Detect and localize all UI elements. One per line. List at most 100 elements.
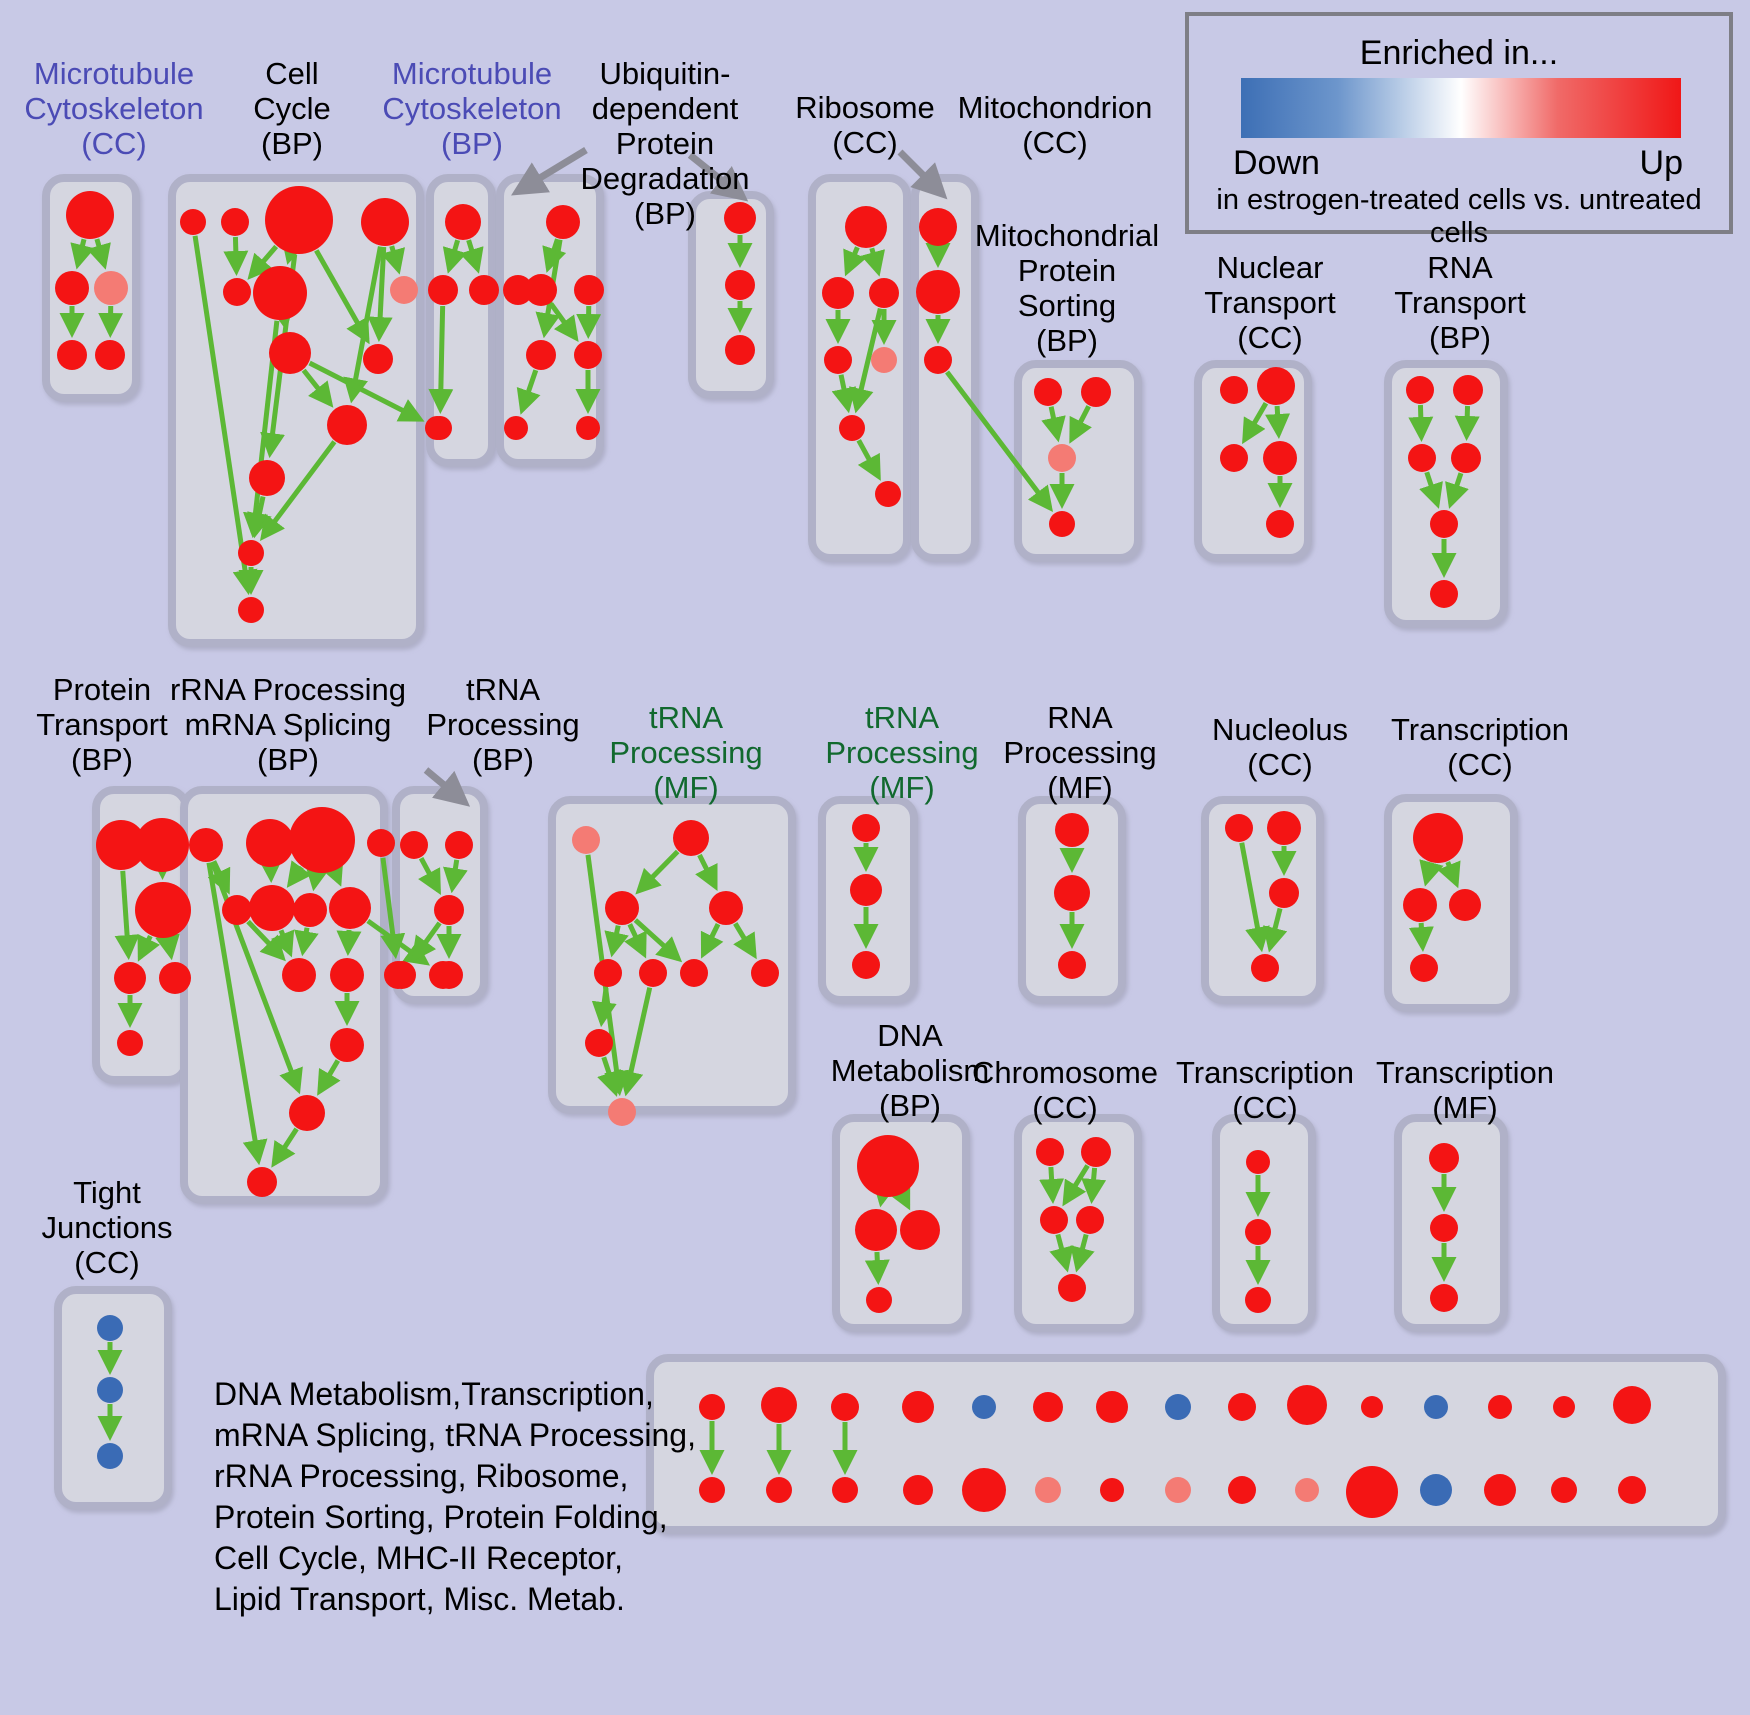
network-edge <box>864 1251 890 1286</box>
network-edge <box>223 236 249 277</box>
network-node <box>329 887 371 929</box>
cluster-label-protein-transport-bp: Protein Transport (BP) <box>36 672 168 777</box>
network-node <box>1484 1474 1516 1506</box>
network-node <box>388 961 416 989</box>
network-node <box>246 819 294 867</box>
network-node <box>367 829 395 857</box>
legend-color-bar <box>1241 78 1681 138</box>
legend-subtitle: in estrogen-treated cells vs. untreated … <box>1216 184 1702 249</box>
network-node <box>919 208 957 246</box>
network-node <box>1287 1385 1327 1425</box>
network-edge <box>343 246 383 404</box>
network-node <box>390 276 418 304</box>
annotation-pointer-arrow <box>423 767 471 807</box>
network-node <box>222 895 252 925</box>
network-node <box>1225 814 1253 842</box>
network-node <box>1058 951 1086 979</box>
network-node <box>96 820 146 870</box>
network-edge <box>294 927 319 957</box>
network-node <box>761 1387 797 1423</box>
cluster-label-chromosome-cc: Chromosome (CC) <box>971 1055 1159 1125</box>
network-node <box>1049 511 1075 537</box>
network-node <box>503 275 533 305</box>
cluster-nodes <box>55 186 1651 1518</box>
network-node <box>1263 441 1297 475</box>
network-edge <box>137 933 161 962</box>
network-node <box>1408 444 1436 472</box>
network-node <box>1048 444 1076 472</box>
cluster-label-trna-processing-bp: tRNA Processing (BP) <box>426 672 580 777</box>
network-edge <box>301 368 334 408</box>
network-node <box>1346 1466 1398 1518</box>
network-edge <box>597 1056 621 1097</box>
network-edge <box>320 858 344 887</box>
network-node <box>221 208 249 236</box>
network-node <box>572 826 600 854</box>
misc-category-list: DNA Metabolism,Transcription, mRNA Splic… <box>214 1376 696 1617</box>
network-node <box>1081 377 1111 407</box>
network-node <box>1420 1474 1452 1506</box>
network-edge <box>1039 1166 1065 1205</box>
network-node <box>1406 376 1434 404</box>
network-node <box>293 893 327 927</box>
network-node <box>1295 1478 1319 1502</box>
network-node <box>1165 1477 1191 1503</box>
network-node <box>289 807 355 873</box>
network-node <box>1096 1391 1128 1423</box>
network-node <box>445 831 473 859</box>
network-node <box>363 344 393 374</box>
network-node <box>249 460 285 496</box>
network-node <box>1488 1395 1512 1419</box>
network-edge <box>1049 1233 1074 1273</box>
network-edge <box>624 923 647 959</box>
network-node <box>159 962 191 994</box>
network-node <box>469 275 499 305</box>
network-edge <box>1454 405 1480 442</box>
network-node <box>1035 1477 1061 1503</box>
network-node <box>1449 889 1481 921</box>
network-node <box>852 814 880 842</box>
network-node <box>504 416 528 440</box>
network-edge <box>314 249 370 345</box>
network-node <box>1266 510 1294 538</box>
network-node <box>724 202 756 234</box>
network-node <box>238 540 264 566</box>
network-edge <box>618 987 653 1097</box>
network-node <box>135 818 189 872</box>
legend-panel: Enriched in... Down Up in estrogen-treat… <box>1185 12 1733 249</box>
cluster-label-rna-processing-mf: RNA Processing (MF) <box>1003 700 1157 805</box>
network-edge <box>843 246 867 277</box>
legend-down-label: Down <box>1233 144 1320 182</box>
network-node <box>526 340 556 370</box>
network-node <box>238 597 264 623</box>
network-node <box>135 882 191 938</box>
network-edge <box>336 929 362 957</box>
network-edge <box>192 235 258 596</box>
network-edge <box>849 307 883 414</box>
network-node <box>639 959 667 987</box>
cluster-box <box>1194 360 1312 562</box>
network-edge <box>1262 907 1288 953</box>
network-node <box>866 1287 892 1313</box>
network-node <box>576 416 600 440</box>
network-node <box>1228 1393 1256 1421</box>
network-node <box>962 1468 1006 1512</box>
network-node <box>114 962 146 994</box>
network-edge <box>459 239 484 274</box>
network-node <box>1361 1396 1383 1418</box>
network-node <box>180 209 206 235</box>
network-node <box>845 206 887 248</box>
network-edge <box>308 360 425 422</box>
network-node <box>839 415 865 441</box>
cluster-label-trna-processing-mf-2: tRNA Processing (MF) <box>825 700 979 805</box>
network-node <box>1451 443 1481 473</box>
network-node <box>247 1167 277 1197</box>
network-node <box>1245 1219 1271 1245</box>
network-node <box>117 1030 143 1056</box>
network-node <box>282 958 316 992</box>
network-edge <box>86 238 111 270</box>
network-node <box>189 828 223 862</box>
network-node <box>699 1477 725 1503</box>
network-node <box>95 340 125 370</box>
